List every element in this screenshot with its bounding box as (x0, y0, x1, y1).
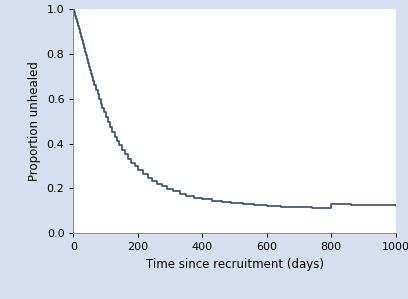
Y-axis label: Proportion unhealed: Proportion unhealed (28, 61, 41, 181)
X-axis label: Time since recruitment (days): Time since recruitment (days) (146, 258, 324, 271)
